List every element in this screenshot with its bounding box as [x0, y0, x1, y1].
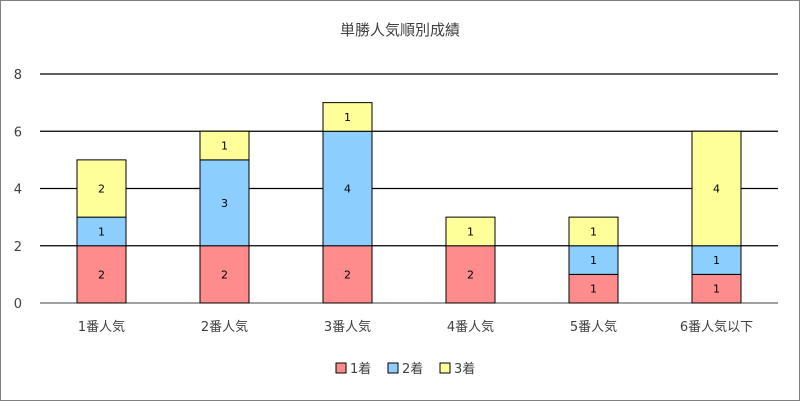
bar-segment: [568, 245, 619, 275]
legend-swatch: [387, 362, 399, 374]
data-label: 1: [590, 254, 597, 267]
bar-segment: [445, 216, 496, 247]
bar-segment: [76, 159, 127, 218]
x-tick-label: 3番人気: [324, 319, 371, 335]
data-label: 1: [713, 283, 720, 296]
y-tick-label: 0: [14, 297, 22, 312]
data-label: 1: [590, 225, 597, 238]
bar-segment: [691, 273, 742, 304]
bar-segment: [322, 245, 373, 304]
data-label: 2: [467, 268, 474, 281]
data-label: 1: [344, 111, 351, 124]
data-label: 1: [98, 225, 105, 238]
legend-swatch: [439, 362, 451, 374]
x-tick-label: 4番人気: [447, 319, 494, 335]
y-axis-ticks: 0 2 4 6 8: [14, 68, 22, 312]
bars: 2 1 2 2 3 1 2 4 1 2 1 1 1 1 1 1 4: [76, 102, 742, 304]
data-label: 1: [467, 225, 474, 238]
bar-segment: [691, 245, 742, 275]
data-label: 2: [221, 268, 228, 281]
gridlines: [40, 73, 778, 304]
y-tick-label: 6: [14, 125, 22, 140]
legend-swatch: [335, 362, 347, 374]
legend: 1着 2着 3着: [335, 361, 475, 377]
x-tick-label: 1番人気: [78, 319, 125, 335]
y-tick-label: 8: [14, 68, 22, 83]
bar-segment: [568, 273, 619, 304]
data-label: 3: [221, 197, 228, 210]
bar-segment: [76, 245, 127, 304]
data-label: 1: [221, 140, 228, 153]
bar-segment: [568, 216, 619, 247]
y-tick-label: 2: [14, 240, 22, 255]
chart-title: 単勝人気順別成績: [340, 21, 460, 39]
y-tick-label: 4: [14, 183, 22, 198]
legend-label: 1着: [350, 361, 371, 377]
data-label: 2: [98, 268, 105, 281]
x-tick-label: 2番人気: [201, 319, 248, 335]
x-tick-label: 6番人気以下: [680, 319, 753, 335]
bar-segment: [199, 130, 250, 161]
x-axis-labels: 1番人気 2番人気 3番人気 4番人気 5番人気 6番人気以下: [78, 319, 753, 335]
data-label: 2: [98, 183, 105, 196]
bar-segment: [691, 130, 742, 247]
data-label: 2: [344, 268, 351, 281]
bar-segment: [322, 130, 373, 247]
x-tick-label: 5番人気: [570, 319, 617, 335]
data-label: 4: [713, 183, 720, 196]
legend-label: 2着: [402, 361, 423, 377]
data-label: 1: [713, 254, 720, 267]
data-label: 4: [344, 183, 351, 196]
data-label: 1: [590, 283, 597, 296]
bar-segment: [322, 102, 373, 132]
legend-label: 3着: [454, 361, 475, 377]
